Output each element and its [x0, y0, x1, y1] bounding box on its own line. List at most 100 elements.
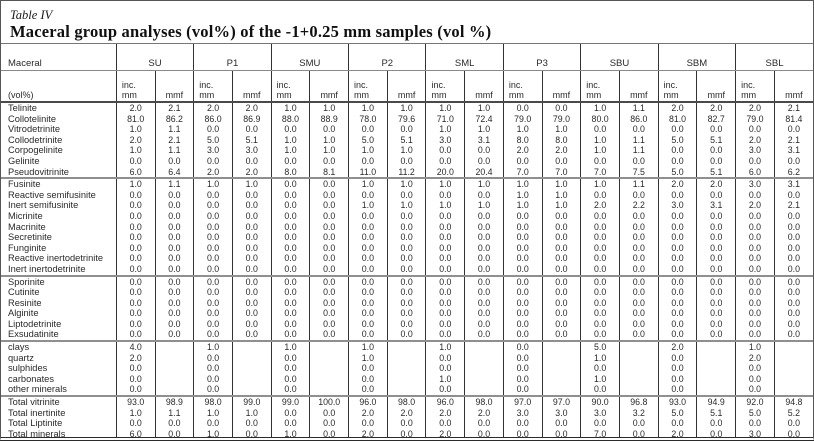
- value-cell: 0.0: [154, 155, 194, 167]
- value-cell: 1.0: [115, 145, 156, 156]
- value-cell: 0.0: [541, 242, 581, 254]
- value-cell: 1.0: [502, 177, 543, 190]
- value-cell: 0.0: [231, 318, 272, 330]
- value-cell: [309, 363, 349, 374]
- value-cell: 0.0: [309, 232, 349, 243]
- value-cell: 2.0: [348, 407, 388, 419]
- value-cell: 0.0: [773, 210, 813, 222]
- value-cell: 0.0: [193, 384, 233, 397]
- value-cell: 0.0: [309, 287, 349, 298]
- value-cell: 0.0: [464, 253, 504, 264]
- value-cell: 0.0: [348, 263, 388, 276]
- value-cell: 0.0: [773, 189, 813, 201]
- value-cell: 0.0: [270, 352, 310, 364]
- value-cell: 0.0: [618, 210, 659, 222]
- value-cell: 0.0: [657, 274, 697, 288]
- value-cell: 1.0: [502, 124, 543, 135]
- value-cell: 0.0: [580, 308, 620, 319]
- value-cell: 0.0: [735, 329, 775, 342]
- value-cell: 5.1: [696, 407, 736, 419]
- value-cell: 0.0: [231, 210, 272, 222]
- value-cell: 0.0: [618, 308, 659, 319]
- subheader-mmf: mmf: [231, 70, 272, 103]
- row-label: Pseudovitrinite: [8, 166, 69, 177]
- value-cell: 0.0: [502, 253, 543, 264]
- value-cell: 3.0: [541, 407, 581, 419]
- value-cell: 1.1: [154, 177, 194, 190]
- value-cell: 0.0: [231, 189, 272, 201]
- value-cell: 0.0: [618, 124, 659, 135]
- value-cell: 0.0: [696, 274, 736, 288]
- value-cell: 1.0: [425, 102, 465, 114]
- value-cell: 2.0: [115, 352, 156, 364]
- value-cell: 0.0: [386, 274, 426, 288]
- value-cell: 3.0: [231, 145, 272, 156]
- value-cell: 1.0: [541, 200, 581, 211]
- value-cell: 0.0: [541, 428, 581, 437]
- value-cell: 0.0: [657, 189, 697, 201]
- value-cell: 3.2: [618, 407, 659, 419]
- value-cell: 0.0: [541, 232, 581, 243]
- value-cell: 0.0: [231, 308, 272, 319]
- group-header-su: SU: [115, 43, 194, 71]
- maceral-analyses-table: Maceral SU P1 SMU P2 SML P3 SBU SBM SBL (vol%) i…: [1, 43, 813, 439]
- value-cell: 3.1: [464, 134, 504, 146]
- value-cell: 1.1: [618, 102, 659, 114]
- value-cell: 0.0: [115, 200, 156, 211]
- value-cell: 0.0: [425, 221, 465, 233]
- value-cell: [154, 373, 194, 385]
- value-cell: 0.0: [154, 418, 194, 429]
- table-row-macrinite: Macrinite 0.0 0.0 0.0 0.0 0.0 0.0 0.0 0.0 0.0 0.0 0…: [1, 221, 813, 233]
- value-cell: [231, 340, 272, 353]
- value-cell: 79.0: [735, 113, 775, 125]
- value-cell: 0.0: [193, 210, 233, 222]
- row-label: Vitrodetrinite: [8, 124, 61, 135]
- row-label: Total minerals: [8, 428, 66, 439]
- value-cell: 81.0: [115, 113, 156, 125]
- value-cell: 0.0: [502, 155, 543, 167]
- value-cell: 81.4: [773, 113, 813, 125]
- value-cell: 1.0: [348, 177, 388, 190]
- value-cell: 0.0: [115, 384, 156, 397]
- value-cell: [618, 352, 659, 364]
- value-cell: 0.0: [348, 287, 388, 298]
- value-cell: 98.0: [386, 395, 426, 408]
- value-cell: [541, 352, 581, 364]
- value-cell: 2.0: [115, 134, 156, 146]
- value-cell: 1.0: [386, 177, 426, 190]
- value-cell: 0.0: [464, 329, 504, 342]
- value-cell: 0.0: [309, 407, 349, 419]
- value-cell: [773, 340, 813, 353]
- value-cell: 5.1: [696, 134, 736, 146]
- value-cell: 0.0: [193, 242, 233, 254]
- value-cell: 5.0: [735, 407, 775, 419]
- value-cell: 0.0: [115, 210, 156, 222]
- value-cell: 0.0: [464, 318, 504, 330]
- row-label: Collodetrinite: [8, 134, 63, 145]
- value-cell: 0.0: [735, 253, 775, 264]
- value-cell: 0.0: [773, 297, 813, 309]
- value-cell: 0.0: [270, 274, 310, 288]
- value-cell: 11.0: [348, 166, 388, 179]
- value-cell: 1.0: [386, 102, 426, 114]
- value-cell: 0.0: [309, 253, 349, 264]
- value-cell: 2.1: [773, 134, 813, 146]
- value-cell: 0.0: [425, 263, 465, 276]
- value-cell: 90.0: [580, 395, 620, 408]
- value-cell: 0.0: [386, 210, 426, 222]
- value-cell: 0.0: [464, 232, 504, 243]
- value-cell: 0.0: [580, 210, 620, 222]
- value-cell: 0.0: [115, 287, 156, 298]
- value-cell: 0.0: [464, 242, 504, 254]
- value-cell: 1.0: [348, 340, 388, 353]
- value-cell: 0.0: [231, 124, 272, 135]
- value-cell: 0.0: [657, 124, 697, 135]
- value-cell: 96.0: [348, 395, 388, 408]
- table-row-inert-inertodetrinite: Inert inertodetrinite 0.0 0.0 0.0 0.0 0.0 0.0 0…: [1, 263, 813, 276]
- value-cell: 98.0: [193, 395, 233, 408]
- value-cell: [386, 373, 426, 385]
- value-cell: 0.0: [231, 297, 272, 309]
- value-cell: 0.0: [270, 124, 310, 135]
- value-cell: 5.0: [348, 134, 388, 146]
- value-cell: 0.0: [231, 263, 272, 276]
